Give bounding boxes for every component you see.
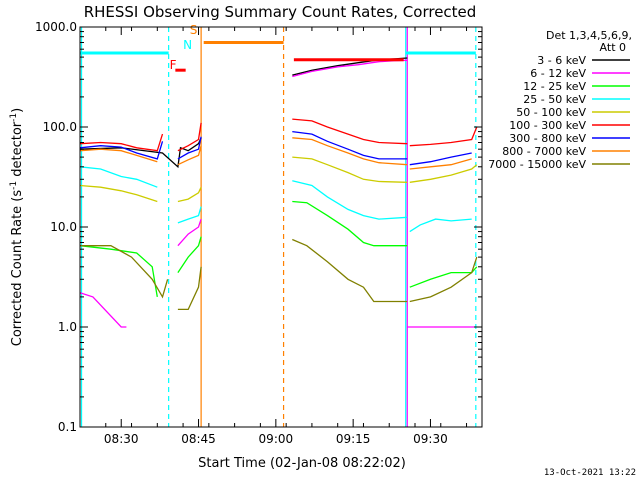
x-tick-label-0: 08:30 [104, 432, 139, 446]
x-tick-label-2: 09:00 [259, 432, 294, 446]
series-line-5-seg-2 [292, 118, 408, 145]
series-line-4-seg-2 [292, 156, 408, 183]
x-tick-label-1: 08:45 [181, 432, 216, 446]
x-tick-label-4: 09:30 [413, 432, 448, 446]
footer-date: 13-Oct-2021 13:22 [544, 468, 636, 478]
series-line-4-seg-1 [177, 186, 202, 203]
series-line-6-seg-3 [409, 152, 472, 166]
series-line-5-seg-3 [409, 126, 478, 147]
series-line-6-seg-2 [292, 130, 408, 160]
series-line-7-seg-1 [177, 145, 202, 166]
chart-title: RHESSI Observing Summary Count Rates, Co… [84, 3, 477, 21]
series-line-2-seg-3 [409, 266, 478, 288]
y-tick-label-1: 100.0 [43, 120, 77, 134]
y-tick-label-0: 1000.0 [35, 20, 77, 34]
legend-label-2: 12 - 25 keV [523, 80, 586, 93]
x-axis-label: Start Time (02-Jan-08 08:22:02) [198, 456, 406, 471]
series-line-5-seg-1 [177, 122, 202, 152]
state-label-f: F [170, 58, 177, 72]
y-tick-label-2: 10.0 [50, 220, 77, 234]
series-line-4-seg-0 [79, 184, 158, 203]
series-line-3-seg-0 [79, 166, 158, 188]
data-layer: FNS [79, 23, 478, 427]
y-axis-label: Corrected Count Rate (s-1 detector-1) [9, 108, 25, 346]
series-line-4-seg-3 [409, 164, 478, 183]
legend-label-5: 100 - 300 keV [509, 119, 586, 132]
series-line-7-seg-3 [409, 158, 472, 170]
series-line-0-seg-0 [79, 137, 202, 169]
state-label-n: N [183, 38, 192, 52]
y-axis-label-mid: detector [10, 121, 25, 181]
series-line-8-seg-2 [292, 238, 408, 303]
series-line-6-seg-1 [177, 136, 202, 160]
legend-label-3: 25 - 50 keV [523, 93, 586, 106]
series-line-2-seg-2 [292, 200, 408, 247]
series-line-3-seg-1 [177, 206, 202, 224]
y-axis-label-main: Corrected Count Rate (s [10, 190, 25, 347]
series-line-5-seg-0 [79, 133, 164, 152]
series-line-8-seg-1 [177, 266, 202, 311]
legend-label-4: 50 - 100 keV [516, 106, 586, 119]
series-line-8-seg-0 [80, 245, 169, 299]
legend-label-1: 6 - 12 keV [530, 67, 586, 80]
legend-header-line1: Det 1,3,4,5,6,9, [546, 29, 632, 42]
state-label-s: S [190, 23, 198, 37]
y-axis-label-sup1: -1 [9, 181, 19, 190]
x-tick-label-3: 09:15 [336, 432, 371, 446]
legend-label-0: 3 - 6 keV [537, 54, 586, 67]
series-line-7-seg-0 [79, 148, 158, 163]
y-tick-label-3: 1.0 [58, 320, 77, 334]
series-line-3-seg-2 [292, 180, 408, 220]
series-line-2-seg-0 [79, 245, 158, 298]
series-line-1-seg-0 [79, 292, 127, 328]
series-line-1-seg-1 [177, 218, 202, 247]
series-line-6-seg-0 [79, 141, 164, 160]
y-axis-label-sup2: -1 [9, 113, 19, 122]
legend-label-7: 800 - 7000 keV [502, 145, 586, 158]
series-line-3-seg-3 [409, 218, 472, 233]
y-tick-label-4: 0.1 [58, 420, 77, 434]
legend-label-6: 300 - 800 keV [509, 132, 586, 145]
series-line-7-seg-2 [292, 137, 408, 166]
legend-label-8: 7000 - 15000 keV [488, 158, 586, 171]
y-axis-label-end: ) [10, 108, 25, 113]
legend-header-line2: Att 0 [600, 41, 626, 54]
tick-layer: 1000.0 100.0 10.0 1.0 0.1 08:30 08:45 09:00 09:1… [35, 20, 482, 446]
series-line-2-seg-1 [177, 236, 202, 273]
series-line-8-seg-3 [409, 256, 478, 303]
